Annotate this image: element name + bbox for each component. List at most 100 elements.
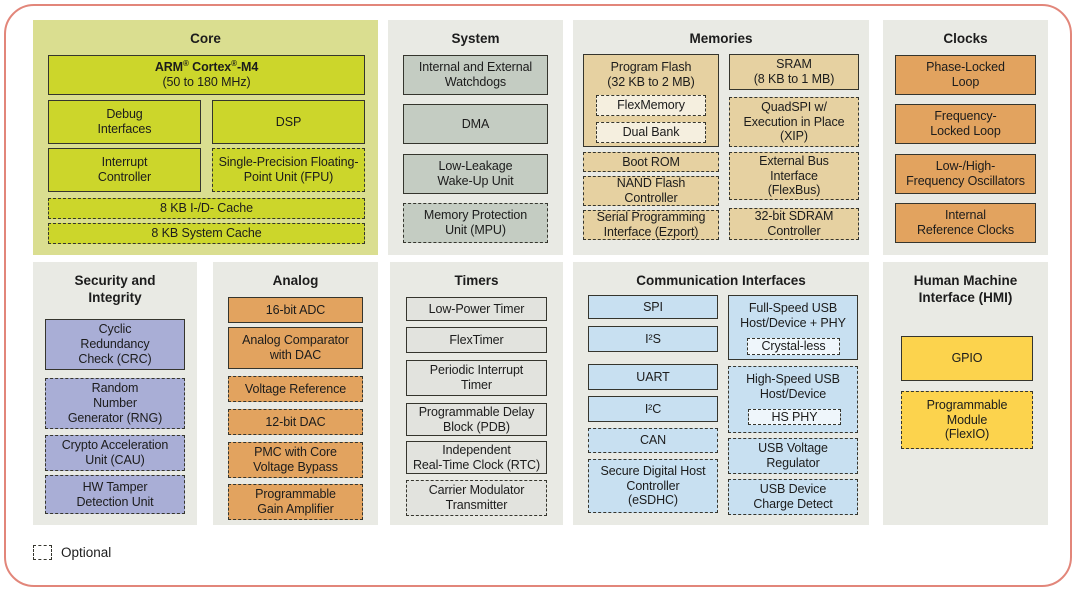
block-dual-bank: Dual Bank (596, 122, 706, 143)
block-cau: Crypto Acceleration Unit (CAU) (45, 435, 185, 471)
section-title-clocks: Clocks (943, 31, 988, 46)
block-quadspi: QuadSPI w/Execution in Place (XIP) (729, 97, 859, 147)
block-label: External Bus Interface (FlexBus) (759, 153, 829, 198)
frame-border (4, 4, 1072, 587)
block-full-speed-usb: Full-Speed USB Host/Device + PHY Crystal-l… (728, 295, 858, 360)
block-high-speed-usb: High-Speed USB Host/Device HS PHY (728, 366, 858, 433)
section-hmi: Human Machine Interface (HMI) GPIO Program… (883, 262, 1048, 525)
section-title-timers: Timers (454, 273, 499, 288)
block-flextimer: FlexTimer (406, 327, 547, 353)
legend: Optional (33, 545, 111, 560)
block-label: Boot ROM (622, 154, 680, 169)
block-label: SRAM (8 KB to 1 MB) (753, 57, 835, 86)
block-label: Programmable Gain Amplifier (255, 487, 336, 516)
block-gpio: GPIO (901, 336, 1033, 381)
block-label: Full-Speed USB Host/Device + PHY (740, 301, 846, 330)
block-label: DMA (461, 116, 490, 131)
block-label: 8 KB System Cache (151, 226, 262, 241)
legend-label: Optional (61, 545, 112, 560)
block-llwu: Low-Leakage Wake-Up Unit (403, 154, 548, 194)
block-label: Frequency- Locked Loop (930, 109, 1001, 138)
block-dac-12bit: 12-bit DAC (228, 409, 363, 435)
block-label: Phase-Locked Loop (926, 60, 1005, 89)
block-usb-voltage-regulator: USB Voltage Regulator (728, 438, 858, 474)
block-flexmemory: FlexMemory (596, 95, 706, 116)
block-dma: DMA (403, 104, 548, 144)
block-label: Memory Protection Unit (MPU) (423, 208, 528, 237)
block-i2c: I²C (588, 396, 718, 422)
block-label: FlexMemory (617, 98, 685, 113)
block-label: Analog Comparator with DAC (242, 333, 349, 362)
block-mpu: Memory Protection Unit (MPU) (403, 203, 548, 243)
block-arm-cortex-m4: ARM® Cortex®-M4 (50 to 180 MHz) (48, 55, 365, 95)
block-label: Internal Reference Clocks (916, 208, 1015, 237)
block-label: Program Flash (32 KB to 2 MB) (607, 60, 695, 89)
block-i2s: I²S (588, 326, 718, 352)
optional-dashed-box-icon (33, 545, 52, 560)
block-label: Periodic Interrupt Timer (429, 363, 524, 392)
block-watchdogs: Internal and External Watchdogs (403, 55, 548, 95)
block-program-flash: Program Flash (32 KB to 2 MB) FlexMemory Du… (583, 54, 719, 147)
block-low-power-timer: Low-Power Timer (406, 297, 547, 321)
block-label: I²S (645, 331, 661, 346)
block-label: High-Speed USB Host/Device (746, 372, 840, 401)
block-label: Crystal-less (761, 339, 826, 354)
section-security: Security and Integrity Cyclic Redundancy Ch… (33, 262, 197, 525)
block-debug-interfaces: Debug Interfaces (48, 100, 201, 144)
block-adc-16bit: 16-bit ADC (228, 297, 363, 323)
section-title-system: System (451, 31, 500, 46)
section-title-analog: Analog (272, 273, 319, 288)
block-uart: UART (588, 364, 718, 390)
block-label: Single-Precision Floating- Point Unit (FP… (218, 155, 359, 184)
block-interrupt-controller: Interrupt Controller (48, 148, 201, 192)
block-label: Dual Bank (622, 125, 680, 140)
block-spi: SPI (588, 295, 718, 319)
block-usb-charge-detect: USB Device Charge Detect (728, 479, 858, 515)
block-fpu: Single-Precision Floating- Point Unit (FP… (212, 148, 365, 192)
block-label: FlexTimer (449, 332, 504, 347)
section-core: Core ARM® Cortex®-M4 (50 to 180 MHz) Debug I… (33, 20, 378, 255)
block-pdb: Programmable Delay Block (PDB) (406, 403, 547, 436)
block-label: UART (636, 369, 670, 384)
block-i-d-cache: 8 KB I-/D- Cache (48, 198, 365, 219)
block-label: Debug Interfaces (97, 107, 152, 136)
section-title-security: Security and Integrity (74, 273, 156, 305)
block-label: Random Number Generator (RNG) (67, 381, 163, 425)
block-crystal-less: Crystal-less (747, 338, 840, 355)
block-fll: Frequency- Locked Loop (895, 104, 1036, 144)
block-label: ARM® Cortex®-M4 (50 to 180 MHz) (154, 59, 259, 89)
section-system: System Internal and External Watchdogs DMA L… (388, 20, 563, 255)
block-dsp: DSP (212, 100, 365, 144)
block-cmt: Carrier Modulator Transmitter (406, 480, 547, 516)
block-pll: Phase-Locked Loop (895, 55, 1036, 95)
block-voltage-reference: Voltage Reference (228, 376, 363, 402)
block-label: Independent Real-Time Clock (RTC) (412, 442, 541, 472)
section-memories: Memories Program Flash (32 KB to 2 MB) Flex… (573, 20, 869, 255)
block-label: Internal and External Watchdogs (418, 60, 533, 89)
block-label: USB Voltage Regulator (758, 441, 828, 470)
block-label: I²C (644, 401, 662, 416)
block-label: HS PHY (771, 409, 818, 424)
block-system-cache: 8 KB System Cache (48, 223, 365, 244)
section-title-core: Core (190, 31, 221, 46)
block-label: QuadSPI w/Execution in Place (XIP) (743, 99, 845, 144)
block-can: CAN (588, 428, 718, 453)
block-internal-reference-clocks: Internal Reference Clocks (895, 203, 1036, 243)
block-label: Low-/High- Frequency Oscillators (906, 159, 1025, 188)
block-label: 8 KB I-/D- Cache (160, 201, 253, 216)
block-label: DSP (275, 114, 302, 129)
block-label: Serial Programming Interface (Ezport) (596, 210, 706, 239)
block-label: Programmable Delay Block (PDB) (418, 404, 535, 434)
section-communication: Communication Interfaces SPI I²S UART I²C CAN… (573, 262, 869, 525)
section-clocks: Clocks Phase-Locked Loop Frequency- Locked L… (883, 20, 1048, 255)
block-label: 32-bit SDRAM Controller (754, 209, 834, 238)
block-label: GPIO (951, 351, 983, 366)
block-label: SPI (643, 299, 663, 314)
block-label: Interrupt Controller (97, 155, 152, 184)
block-label: PMC with Core Voltage Bypass (253, 445, 338, 474)
block-hw-tamper-detection: HW Tamper Detection Unit (45, 475, 185, 514)
block-boot-rom: Boot ROM (583, 152, 719, 172)
block-label: Low-Power Timer (428, 301, 525, 316)
block-label: 16-bit ADC (265, 302, 326, 317)
